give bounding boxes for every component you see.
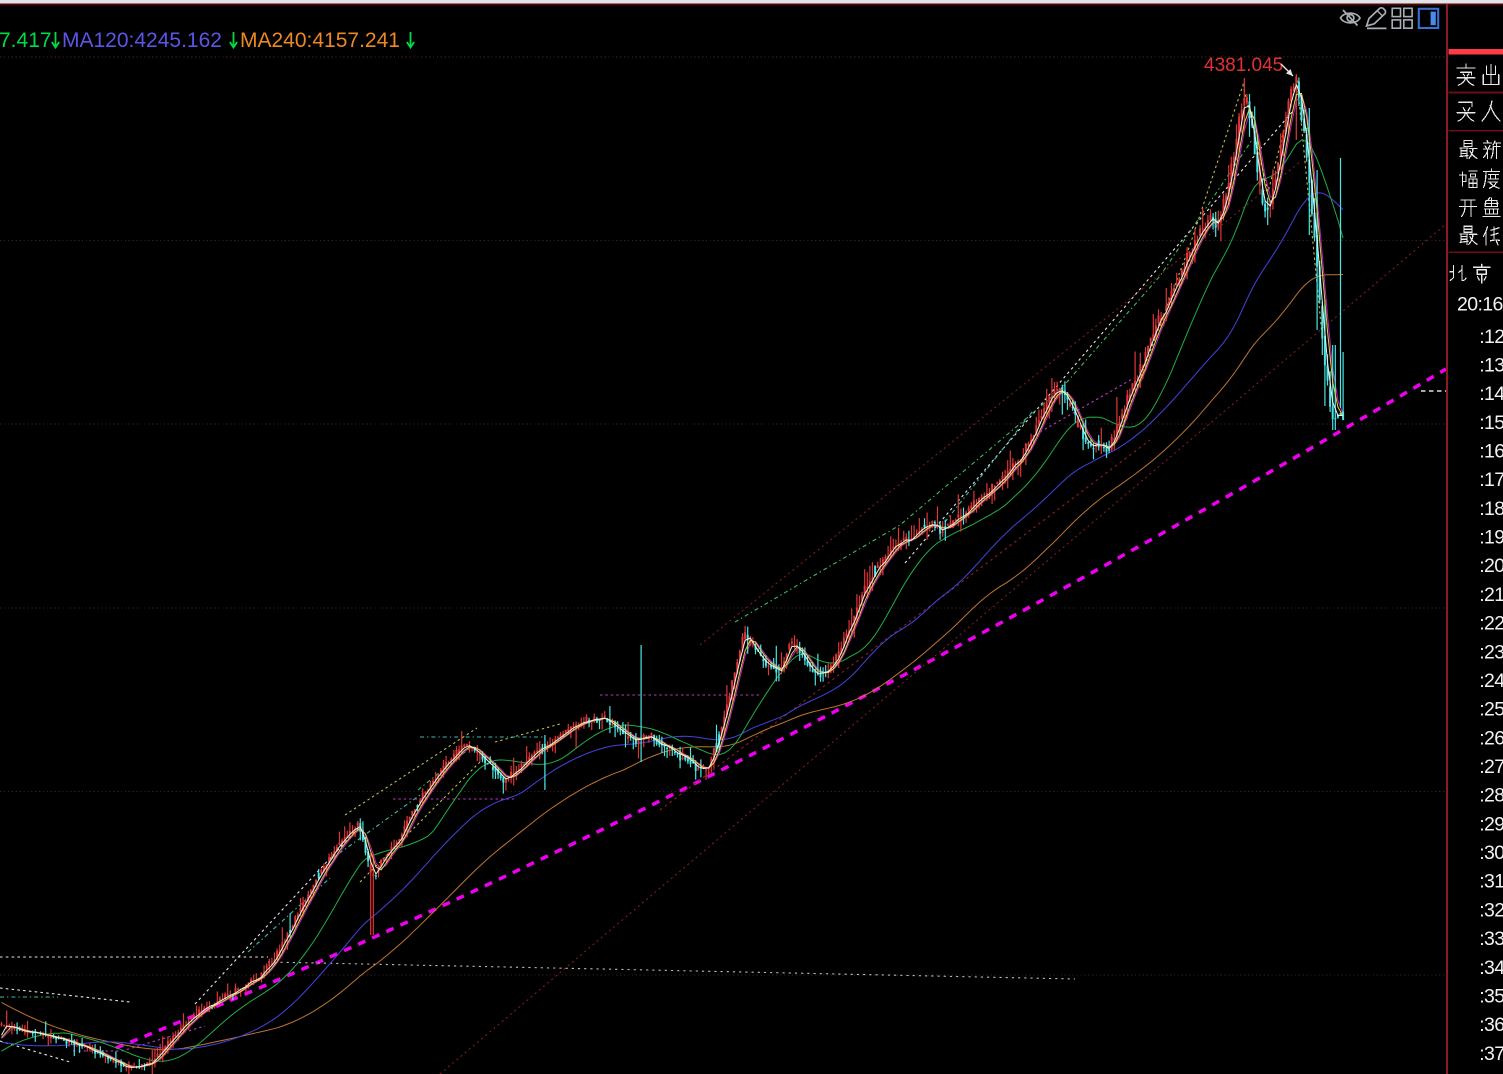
svg-text::19: :19 xyxy=(1479,527,1503,549)
svg-text::18: :18 xyxy=(1479,498,1503,520)
svg-text::35: :35 xyxy=(1479,985,1503,1007)
svg-text::20: :20 xyxy=(1479,555,1503,577)
svg-text::36: :36 xyxy=(1479,1014,1503,1036)
svg-text::33: :33 xyxy=(1479,928,1503,950)
svg-text:MA240:4157.241: MA240:4157.241 xyxy=(240,29,400,52)
svg-text::27: :27 xyxy=(1479,756,1503,778)
svg-text::29: :29 xyxy=(1479,813,1503,835)
svg-text::30: :30 xyxy=(1479,842,1503,864)
svg-text::25: :25 xyxy=(1479,699,1503,721)
svg-text::32: :32 xyxy=(1479,899,1503,921)
svg-text:20:16: 20:16 xyxy=(1457,294,1503,316)
svg-text::26: :26 xyxy=(1479,727,1503,749)
svg-text::15: :15 xyxy=(1479,412,1503,434)
svg-text::21: :21 xyxy=(1479,584,1503,606)
svg-text:MA120:4245.162: MA120:4245.162 xyxy=(62,29,222,52)
svg-text::14: :14 xyxy=(1479,383,1503,405)
svg-text::16: :16 xyxy=(1479,441,1503,463)
svg-text::31: :31 xyxy=(1479,871,1503,893)
svg-text::28: :28 xyxy=(1479,785,1503,807)
svg-text::22: :22 xyxy=(1479,613,1503,635)
svg-text::34: :34 xyxy=(1479,957,1503,979)
svg-text:4381.045: 4381.045 xyxy=(1204,55,1283,76)
svg-text::24: :24 xyxy=(1479,670,1503,692)
svg-text::17: :17 xyxy=(1479,469,1503,491)
svg-text::12: :12 xyxy=(1479,326,1503,348)
svg-text::13: :13 xyxy=(1479,355,1503,377)
svg-text:7.417: 7.417 xyxy=(0,29,52,52)
svg-text::37: :37 xyxy=(1479,1043,1503,1065)
svg-text::23: :23 xyxy=(1479,641,1503,663)
